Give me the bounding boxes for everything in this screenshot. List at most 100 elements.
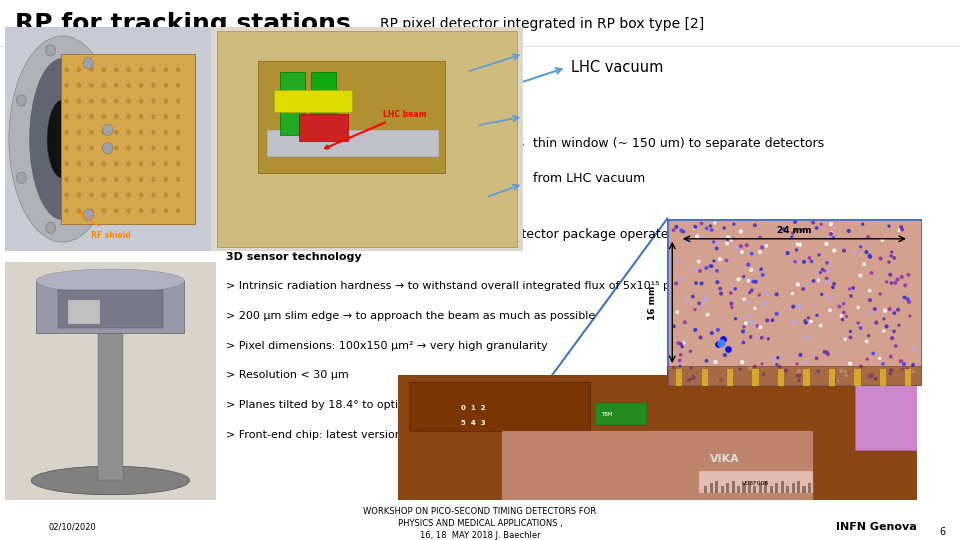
Bar <box>797 481 800 494</box>
Point <box>888 342 903 350</box>
Point <box>823 306 838 315</box>
Point <box>787 226 803 234</box>
Point <box>752 247 767 256</box>
Circle shape <box>139 115 143 118</box>
Circle shape <box>78 84 81 87</box>
Point <box>891 306 906 314</box>
Text: > 200 μm slim edge → to approach the beam as much as possible: > 200 μm slim edge → to approach the bea… <box>226 311 595 321</box>
Circle shape <box>78 115 81 118</box>
Bar <box>60 54 195 224</box>
Point <box>709 244 725 253</box>
Point <box>851 319 866 327</box>
Point <box>819 259 834 267</box>
Bar <box>702 369 708 386</box>
Point <box>900 271 916 279</box>
Circle shape <box>177 146 180 150</box>
Point <box>755 333 770 342</box>
Point <box>687 222 703 231</box>
Circle shape <box>139 131 143 134</box>
Text: RP for tracking stations: RP for tracking stations <box>14 12 350 36</box>
Point <box>704 262 719 271</box>
Point <box>822 266 837 275</box>
Circle shape <box>164 146 167 150</box>
Point <box>820 350 835 359</box>
Point <box>819 239 834 248</box>
Point <box>797 357 812 366</box>
Point <box>716 224 732 232</box>
Point <box>876 315 892 323</box>
Point <box>817 266 832 275</box>
Point <box>753 233 768 242</box>
Point <box>801 314 816 322</box>
Point <box>861 332 876 340</box>
Circle shape <box>102 68 106 71</box>
Point <box>785 289 801 298</box>
Point <box>817 348 832 356</box>
Circle shape <box>152 162 156 165</box>
Circle shape <box>16 172 27 184</box>
Point <box>717 351 732 360</box>
Point <box>759 289 775 298</box>
Bar <box>803 486 805 494</box>
Point <box>855 220 871 228</box>
Circle shape <box>90 84 93 87</box>
Point <box>811 251 827 259</box>
Point <box>721 233 736 241</box>
Bar <box>737 486 740 494</box>
Point <box>736 322 752 331</box>
Text: TBM: TBM <box>601 412 612 417</box>
Point <box>704 226 719 234</box>
Point <box>836 246 852 255</box>
Point <box>814 290 829 299</box>
Circle shape <box>127 68 131 71</box>
Circle shape <box>164 209 167 213</box>
Circle shape <box>152 84 156 87</box>
Point <box>789 240 804 248</box>
Point <box>902 366 918 374</box>
Text: 02/10/2020: 02/10/2020 <box>48 522 96 531</box>
Point <box>780 249 795 258</box>
Bar <box>709 483 713 494</box>
Point <box>719 256 734 265</box>
Point <box>704 329 719 338</box>
Point <box>677 318 692 327</box>
Circle shape <box>152 115 156 118</box>
Point <box>715 335 731 343</box>
Point <box>862 296 877 305</box>
Circle shape <box>127 193 131 197</box>
Point <box>669 222 684 231</box>
Point <box>884 366 900 375</box>
Point <box>738 319 754 327</box>
Point <box>882 271 898 279</box>
Text: > Resolution < 30 μm: > Resolution < 30 μm <box>226 370 348 380</box>
Circle shape <box>177 99 180 103</box>
Bar <box>274 90 351 112</box>
Text: > Planes tilted by 18.4° to optimize efficiency and resolution: > Planes tilted by 18.4° to optimize eff… <box>226 400 565 410</box>
Point <box>790 280 805 289</box>
Point <box>882 305 898 313</box>
Point <box>787 258 803 266</box>
Circle shape <box>102 115 106 118</box>
Point <box>710 239 726 247</box>
Circle shape <box>45 45 56 56</box>
Point <box>895 225 910 234</box>
Point <box>735 338 751 347</box>
Point <box>846 284 861 292</box>
Point <box>884 248 900 256</box>
Bar <box>502 431 813 500</box>
Point <box>873 254 888 263</box>
Bar <box>775 483 779 494</box>
Point <box>819 277 834 286</box>
Circle shape <box>103 124 113 136</box>
Point <box>897 293 912 302</box>
Circle shape <box>45 222 56 233</box>
Point <box>755 271 770 279</box>
Point <box>712 284 728 293</box>
Point <box>838 371 853 380</box>
Point <box>853 242 869 251</box>
Text: 0  1  2: 0 1 2 <box>461 405 485 411</box>
Bar <box>780 481 783 494</box>
Circle shape <box>177 115 180 118</box>
Point <box>744 318 759 327</box>
Point <box>897 360 912 368</box>
